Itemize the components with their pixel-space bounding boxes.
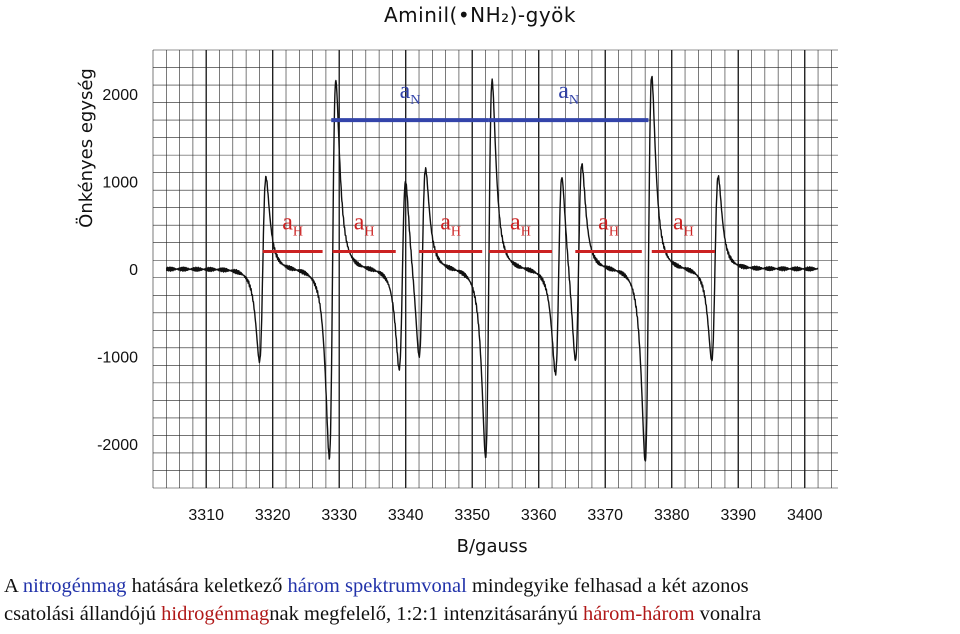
spectrum-trace — [165, 75, 819, 462]
hydrogen-coupling-label: aH — [673, 209, 694, 239]
x-tick-label: 3350 — [454, 507, 490, 524]
y-tick-label: 2000 — [102, 87, 138, 104]
y-tick-label: -1000 — [97, 350, 138, 367]
hydrogen-coupling-label: aH — [282, 209, 303, 239]
y-tick-label: -2000 — [97, 437, 138, 454]
caption-segment: hidrogénmag — [161, 603, 270, 625]
chart-grid — [152, 49, 838, 489]
caption-segment: A — [4, 575, 23, 597]
y-axis-label-group: Önkényes egység — [75, 68, 97, 228]
x-tick-label: 3360 — [521, 507, 557, 524]
caption-segment: hatására keletkező — [126, 575, 288, 597]
x-tick-label: 3400 — [787, 507, 823, 524]
y-axis-label: Önkényes egység — [75, 68, 97, 228]
hydrogen-coupling-label: aH — [510, 209, 531, 239]
hydrogen-coupling-label: aH — [598, 209, 619, 239]
caption-segment: nak megfelelő, 1:2:1 intenzitásarányú — [269, 603, 583, 625]
spectrum-trace-group — [165, 75, 819, 462]
x-tick-labels: 3310 3320 3330 3340 3350 3360 3370 3380 3390 3400… — [188, 507, 822, 557]
caption-segment: három spektrumvonal — [287, 575, 467, 597]
x-tick-label: 3380 — [654, 507, 690, 524]
nitrogen-coupling-label: aN — [558, 78, 579, 108]
chart-title: Aminil(•NH₂)-gyök — [384, 3, 576, 27]
x-tick-label: 3340 — [388, 507, 424, 524]
y-tick-labels: 2000 1000 0 -1000 -2000 — [97, 87, 138, 454]
caption-segment: csatolási állandójú — [4, 603, 162, 625]
x-tick-label: 3330 — [321, 507, 357, 524]
x-tick-label: 3390 — [720, 507, 756, 524]
caption-line-1: A nitrogénmag hatására keletkező három s… — [4, 572, 960, 600]
caption-segment: három-három — [582, 603, 695, 625]
caption: A nitrogénmag hatására keletkező három s… — [4, 572, 960, 628]
hydrogen-coupling-label: aH — [354, 209, 375, 239]
x-tick-label: 3320 — [255, 507, 291, 524]
caption-line-2: csatolási állandójú hidrogénmagnak megfe… — [4, 600, 960, 628]
y-tick-label: 0 — [129, 262, 138, 279]
x-tick-label: 3370 — [587, 507, 623, 524]
caption-segment: vonalra — [694, 603, 762, 625]
y-tick-label: 1000 — [102, 174, 138, 191]
x-axis-label: B/gauss — [457, 536, 528, 557]
caption-segment: mindegyike felhasad a két azonos — [466, 575, 749, 597]
nitrogen-coupling-label: aN — [400, 78, 421, 108]
hydrogen-coupling-label: aH — [440, 209, 461, 239]
coupling-annotations: aN aN aH aH aH aH aH aH — [262, 78, 715, 253]
caption-segment: nitrogénmag — [22, 575, 127, 597]
x-tick-label: 3310 — [188, 507, 224, 524]
epr-spectrum-chart: Önkényes egység 2000 1000 0 -1000 -2000 3310… — [75, 49, 838, 557]
